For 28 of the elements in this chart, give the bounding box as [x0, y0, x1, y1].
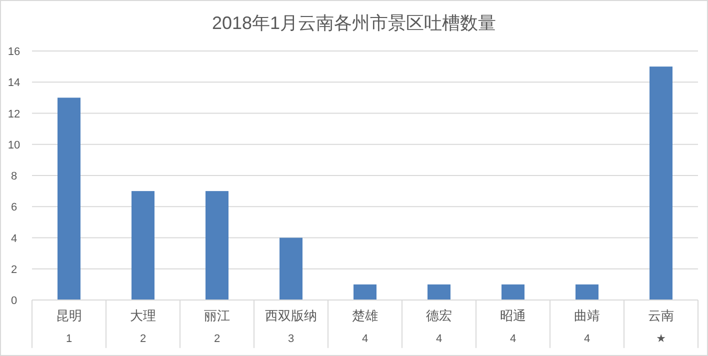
x-tick-label: 西双版纳 3: [265, 308, 317, 345]
bar: [576, 284, 598, 300]
y-tick-label: 12: [8, 108, 20, 120]
y-tick-label: 16: [8, 46, 20, 58]
y-tick-label: 8: [10, 170, 18, 182]
x-tick-label: 丽江 2: [204, 308, 230, 345]
bar: [206, 191, 228, 300]
x-tick-label: 曲靖 4: [574, 308, 600, 345]
y-tick-label: 4: [10, 232, 18, 245]
bar: [354, 284, 376, 300]
bar: [132, 191, 154, 300]
bar: [58, 98, 80, 300]
x-tick-label: 昆明 1: [56, 308, 82, 345]
x-tick-label: 大理 2: [130, 308, 156, 345]
y-tick-label: 10: [8, 139, 20, 152]
bar: [650, 66, 672, 300]
bar: [502, 284, 524, 300]
bar: [280, 238, 302, 300]
y-tick-label: 14: [8, 77, 20, 90]
x-tick-label: 德宏 4: [426, 308, 452, 345]
chart-title: 2018年1月云南各州市景区吐槽数量: [212, 13, 496, 33]
x-tick-label: 楚雄 4: [352, 308, 378, 345]
bar: [428, 284, 450, 300]
y-tick-label: 2: [10, 264, 18, 276]
x-tick-label: 昭通 4: [500, 308, 526, 345]
y-tick-label: 0: [10, 295, 18, 307]
y-tick-label: 6: [10, 202, 18, 214]
x-tick-label: 云南 ★: [648, 308, 674, 345]
